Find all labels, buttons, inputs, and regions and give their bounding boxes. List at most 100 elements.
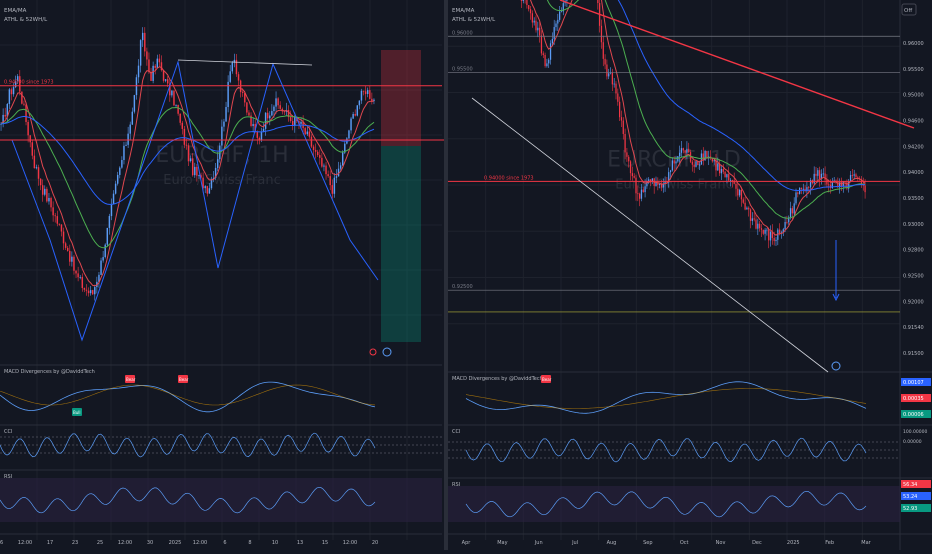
candle-body bbox=[67, 248, 68, 251]
candle-body bbox=[695, 161, 696, 167]
candle-body bbox=[350, 119, 351, 131]
price-axis-label: 0.94200 bbox=[903, 144, 924, 150]
rsi-value: 53.24 bbox=[903, 494, 917, 500]
price-axis-label: 0.92500 bbox=[903, 274, 924, 280]
time-axis-label: 12:00 bbox=[343, 540, 357, 546]
candle-body bbox=[828, 184, 829, 185]
time-axis-label: Aug bbox=[607, 540, 617, 546]
candle-body bbox=[606, 65, 607, 77]
candle-body bbox=[717, 164, 718, 171]
candle-body bbox=[44, 189, 45, 195]
candle-body bbox=[655, 183, 656, 186]
alert-icon[interactable] bbox=[370, 349, 376, 355]
candle-body bbox=[357, 105, 358, 115]
candle-body bbox=[332, 185, 333, 194]
candle-body bbox=[159, 59, 160, 63]
candle-body bbox=[275, 98, 276, 106]
time-axis-label: 30 bbox=[147, 540, 153, 546]
candle-body bbox=[808, 187, 809, 188]
signal-label: Bear bbox=[126, 377, 136, 382]
legend-item: EMA/MA bbox=[452, 8, 475, 14]
cci-value: 100.00000 bbox=[903, 429, 927, 435]
candle-body bbox=[601, 26, 602, 42]
candle-body bbox=[559, 12, 560, 20]
candle-body bbox=[61, 225, 62, 232]
candle-body bbox=[643, 190, 644, 193]
candle-body bbox=[630, 161, 631, 173]
candle-body bbox=[526, 0, 527, 5]
candle-body bbox=[132, 112, 133, 125]
candle-body bbox=[13, 87, 14, 94]
candle-body bbox=[90, 290, 91, 293]
candle-body bbox=[786, 222, 787, 223]
candle-body bbox=[683, 148, 684, 150]
replay-icon[interactable] bbox=[383, 348, 391, 356]
price-axis-label: 0.92000 bbox=[903, 299, 924, 305]
candle-body bbox=[759, 224, 760, 228]
candle-body bbox=[755, 220, 756, 229]
candle-body bbox=[336, 176, 337, 177]
candle-body bbox=[550, 43, 551, 59]
candle-body bbox=[677, 156, 678, 161]
candle-body bbox=[726, 174, 727, 177]
candle-body bbox=[557, 20, 558, 24]
price-axis-label: 0.93000 bbox=[903, 222, 924, 228]
candle-body bbox=[119, 168, 120, 175]
candle-body bbox=[229, 71, 230, 82]
replay-icon[interactable] bbox=[832, 362, 840, 370]
candle-body bbox=[46, 189, 47, 202]
candle-body bbox=[732, 180, 733, 181]
time-axis-label: 17 bbox=[47, 540, 53, 546]
candle-body bbox=[300, 122, 301, 124]
time-axis-label: 23 bbox=[72, 540, 78, 546]
candle-body bbox=[232, 63, 233, 72]
candle-body bbox=[746, 208, 747, 210]
candle-body bbox=[539, 28, 540, 36]
candle-body bbox=[528, 5, 529, 9]
candle-body bbox=[635, 178, 636, 194]
time-axis-label: 15 bbox=[322, 540, 328, 546]
candle-body bbox=[217, 159, 218, 168]
candle-body bbox=[304, 128, 305, 134]
candle-body bbox=[4, 115, 5, 117]
candle-body bbox=[134, 95, 135, 112]
candle-body bbox=[552, 39, 553, 43]
cci-title: CCI bbox=[452, 429, 460, 435]
level-label: 0.94000 since 1973 bbox=[4, 80, 54, 86]
candle-body bbox=[148, 59, 149, 72]
candle-body bbox=[639, 194, 640, 199]
candle-body bbox=[371, 99, 372, 101]
candle-body bbox=[365, 91, 366, 94]
candle-body bbox=[775, 240, 776, 241]
candle-body bbox=[530, 9, 531, 13]
signal-label: Bear bbox=[542, 377, 552, 382]
candle-body bbox=[359, 101, 360, 106]
candle-body bbox=[797, 192, 798, 193]
candle-body bbox=[92, 290, 93, 294]
candle-body bbox=[271, 111, 272, 115]
signal-label: Bear bbox=[179, 377, 189, 382]
time-axis-label: Jul bbox=[571, 540, 578, 546]
candle-body bbox=[142, 33, 143, 40]
level-label: 0.96000 bbox=[452, 30, 473, 36]
candle-body bbox=[325, 166, 326, 175]
candle-body bbox=[692, 162, 693, 165]
candle-body bbox=[644, 186, 645, 192]
candle-body bbox=[701, 153, 702, 164]
candle-body bbox=[634, 176, 635, 178]
legend-item: ATHL & 52WH/L bbox=[452, 17, 496, 23]
time-axis-label: 6 bbox=[223, 540, 226, 546]
candle-body bbox=[621, 117, 622, 120]
level-label: 0.95500 bbox=[452, 67, 473, 73]
candle-body bbox=[604, 59, 605, 65]
candle-body bbox=[852, 175, 853, 176]
candle-body bbox=[641, 190, 642, 199]
candle-body bbox=[111, 204, 112, 216]
candle-body bbox=[40, 179, 41, 185]
candle-body bbox=[88, 291, 89, 293]
price-axis-label: 0.94600 bbox=[903, 119, 924, 125]
